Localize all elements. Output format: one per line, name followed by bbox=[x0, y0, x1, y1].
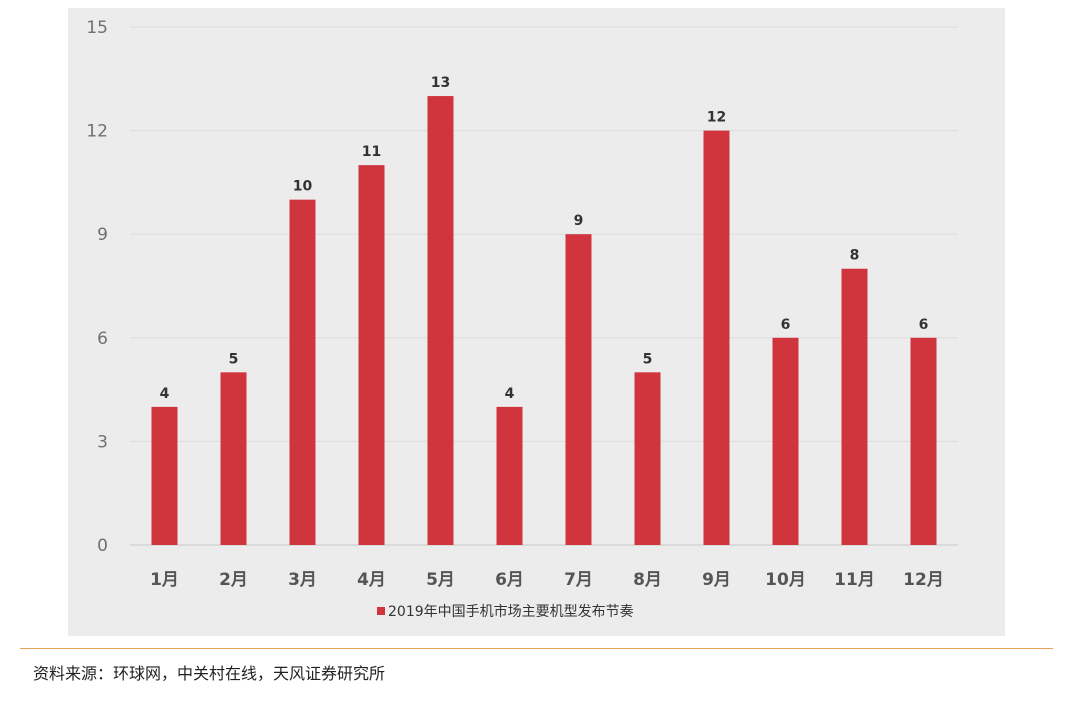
x-tick-label: 7月 bbox=[564, 570, 593, 590]
grid-lines bbox=[130, 26, 958, 546]
legend-swatch bbox=[377, 607, 385, 615]
x-tick-label: 5月 bbox=[426, 570, 455, 590]
data-label: 6 bbox=[919, 317, 929, 333]
data-label: 4 bbox=[505, 386, 515, 402]
y-tick-label: 0 bbox=[97, 536, 108, 556]
y-tick-label: 3 bbox=[97, 432, 108, 452]
x-tick-label: 3月 bbox=[288, 570, 317, 590]
data-label: 8 bbox=[850, 248, 860, 264]
bar bbox=[634, 372, 661, 545]
data-label: 5 bbox=[229, 351, 239, 367]
bar bbox=[910, 337, 937, 545]
bars bbox=[151, 96, 937, 546]
legend: 2019年中国手机市场主要机型发布节奏 bbox=[377, 603, 634, 620]
x-tick-label: 2月 bbox=[219, 570, 248, 590]
bar bbox=[151, 406, 178, 545]
bar bbox=[496, 406, 523, 545]
y-tick-label: 12 bbox=[86, 122, 108, 142]
data-label: 6 bbox=[781, 317, 791, 333]
data-label: 11 bbox=[362, 144, 381, 160]
bar bbox=[358, 165, 385, 545]
bar bbox=[772, 337, 799, 545]
bar bbox=[427, 96, 454, 546]
legend-label: 2019年中国手机市场主要机型发布节奏 bbox=[388, 603, 634, 620]
source-note: 资料来源：环球网，中关村在线，天风证券研究所 bbox=[33, 664, 386, 683]
x-tick-label: 12月 bbox=[903, 570, 944, 590]
bar bbox=[841, 268, 868, 545]
x-tick-label: 8月 bbox=[633, 570, 662, 590]
y-axis-ticks: 0 3 6 9 12 15 bbox=[86, 18, 108, 556]
x-tick-label: 9月 bbox=[702, 570, 731, 590]
data-label: 12 bbox=[707, 110, 726, 126]
bar-chart: 0 3 6 9 12 15 4 5 10 11 13 4 9 5 12 6 8 6 1月 2月 3月 4月 5月 6月 7月… bbox=[86, 18, 958, 620]
bar bbox=[703, 130, 730, 545]
y-tick-label: 6 bbox=[97, 329, 108, 349]
y-tick-label: 15 bbox=[86, 18, 108, 38]
x-tick-label: 11月 bbox=[834, 570, 875, 590]
source-divider bbox=[20, 648, 1053, 649]
x-tick-label: 4月 bbox=[357, 570, 386, 590]
x-tick-label: 10月 bbox=[765, 570, 806, 590]
data-label: 10 bbox=[293, 179, 313, 195]
x-tick-label: 6月 bbox=[495, 570, 524, 590]
data-label: 13 bbox=[431, 75, 450, 91]
bar bbox=[565, 234, 592, 545]
bar bbox=[220, 372, 247, 545]
data-labels: 4 5 10 11 13 4 9 5 12 6 8 6 bbox=[160, 75, 929, 402]
data-label: 9 bbox=[574, 213, 584, 229]
chart-panel: 0 3 6 9 12 15 4 5 10 11 13 4 9 5 12 6 8 6 1月 2月 3月 4月 5月 6月 7月… bbox=[68, 8, 1005, 636]
x-axis-ticks: 1月 2月 3月 4月 5月 6月 7月 8月 9月 10月 11月 12月 bbox=[150, 570, 944, 590]
data-label: 4 bbox=[160, 386, 170, 402]
bar bbox=[289, 199, 316, 545]
x-tick-label: 1月 bbox=[150, 570, 179, 590]
y-tick-label: 9 bbox=[97, 225, 108, 245]
data-label: 5 bbox=[643, 351, 653, 367]
